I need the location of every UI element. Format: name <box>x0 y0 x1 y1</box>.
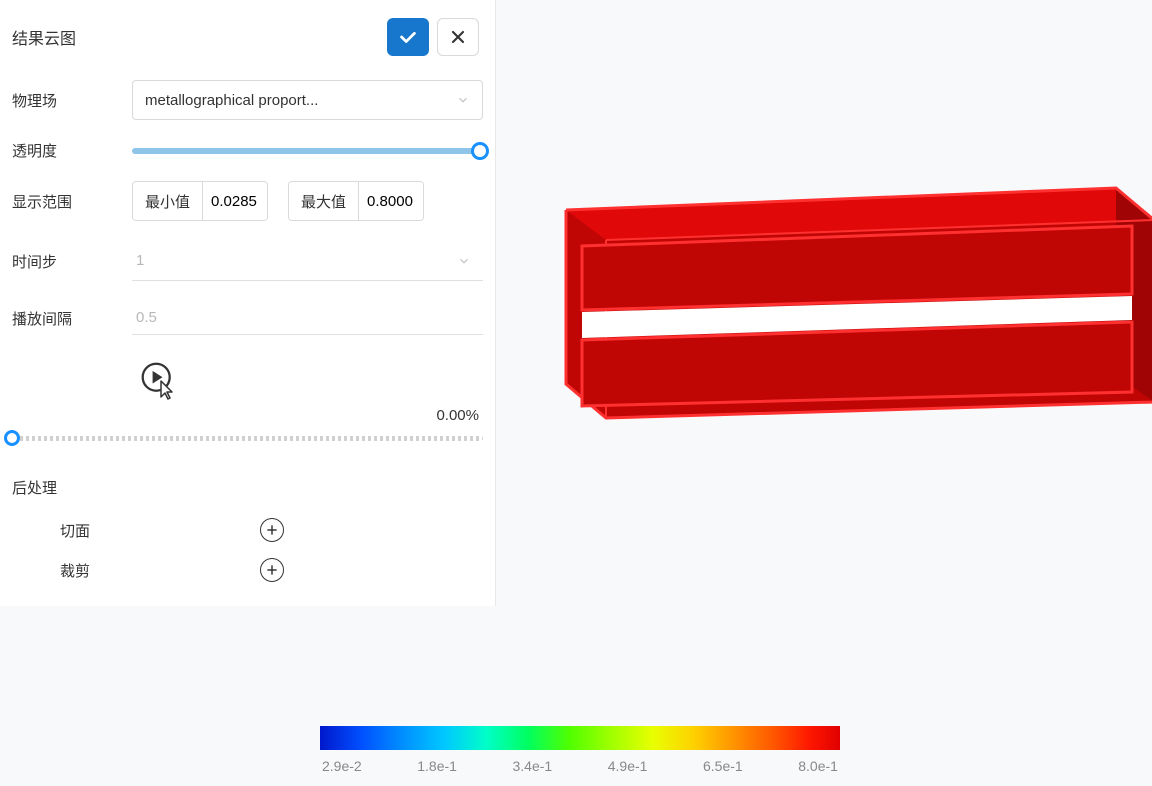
close-button[interactable] <box>437 18 479 56</box>
max-value-group: 最大值 <box>288 181 424 221</box>
check-icon <box>397 26 419 48</box>
play-button[interactable] <box>140 361 180 401</box>
display-range-row: 显示范围 最小值 最大值 <box>0 171 495 231</box>
display-range-label: 显示范围 <box>12 191 132 212</box>
physics-field-select[interactable]: metallographical proport... <box>132 80 483 120</box>
timestep-label: 时间步 <box>12 251 132 272</box>
results-panel: 结果云图 物理场 metallographical proport... 透明度… <box>0 0 496 606</box>
legend-tick: 2.9e-2 <box>322 758 362 774</box>
timestep-select[interactable]: 1 <box>132 241 483 281</box>
physics-field-row: 物理场 metallographical proport... <box>0 70 495 130</box>
panel-header: 结果云图 <box>0 0 495 70</box>
progress-track <box>14 436 483 441</box>
color-legend: 2.9e-2 1.8e-1 3.4e-1 4.9e-1 6.5e-1 8.0e-… <box>320 726 840 774</box>
chevron-down-icon <box>456 93 470 107</box>
legend-labels: 2.9e-2 1.8e-1 3.4e-1 4.9e-1 6.5e-1 8.0e-… <box>320 758 840 774</box>
progress-thumb[interactable] <box>4 430 20 446</box>
legend-gradient <box>320 726 840 750</box>
physics-field-value: metallographical proport... <box>145 92 318 109</box>
physics-field-label: 物理场 <box>12 90 132 111</box>
model-render <box>546 180 1152 420</box>
opacity-slider-thumb[interactable] <box>471 142 489 160</box>
legend-tick: 6.5e-1 <box>703 758 743 774</box>
add-section-button[interactable] <box>260 518 284 542</box>
legend-tick: 8.0e-1 <box>798 758 838 774</box>
chevron-down-icon <box>457 254 471 268</box>
play-interval-label: 播放间隔 <box>12 308 132 329</box>
header-buttons <box>387 18 479 56</box>
range-group: 最小值 最大值 <box>132 181 483 221</box>
progress-percent: 0.00% <box>12 407 483 424</box>
opacity-label: 透明度 <box>12 140 132 161</box>
close-icon <box>448 27 468 47</box>
panel-title: 结果云图 <box>12 25 76 49</box>
opacity-slider-track <box>132 148 483 154</box>
min-value-group: 最小值 <box>132 181 268 221</box>
clip-label: 裁剪 <box>60 560 260 581</box>
cursor-icon <box>154 379 178 403</box>
play-controls: 0.00% <box>0 345 495 428</box>
play-interval-input[interactable] <box>132 301 483 335</box>
min-label: 最小值 <box>133 182 203 220</box>
legend-tick: 1.8e-1 <box>417 758 457 774</box>
plus-icon <box>265 523 279 537</box>
viewport-3d[interactable] <box>496 0 1152 786</box>
plus-icon <box>265 563 279 577</box>
progress-slider[interactable] <box>0 428 495 465</box>
play-interval-row: 播放间隔 <box>0 291 495 345</box>
confirm-button[interactable] <box>387 18 429 56</box>
timestep-row: 时间步 1 <box>0 231 495 291</box>
max-label: 最大值 <box>289 182 359 220</box>
max-input[interactable] <box>359 182 423 220</box>
legend-tick: 3.4e-1 <box>513 758 553 774</box>
add-clip-button[interactable] <box>260 558 284 582</box>
clip-row: 裁剪 <box>0 550 495 606</box>
section-plane-label: 切面 <box>60 520 260 541</box>
opacity-row: 透明度 <box>0 130 495 171</box>
min-input[interactable] <box>203 182 267 220</box>
postprocess-title: 后处理 <box>0 465 495 510</box>
timestep-value: 1 <box>136 252 144 269</box>
legend-tick: 4.9e-1 <box>608 758 648 774</box>
opacity-slider[interactable] <box>132 141 483 161</box>
section-plane-row: 切面 <box>0 510 495 550</box>
